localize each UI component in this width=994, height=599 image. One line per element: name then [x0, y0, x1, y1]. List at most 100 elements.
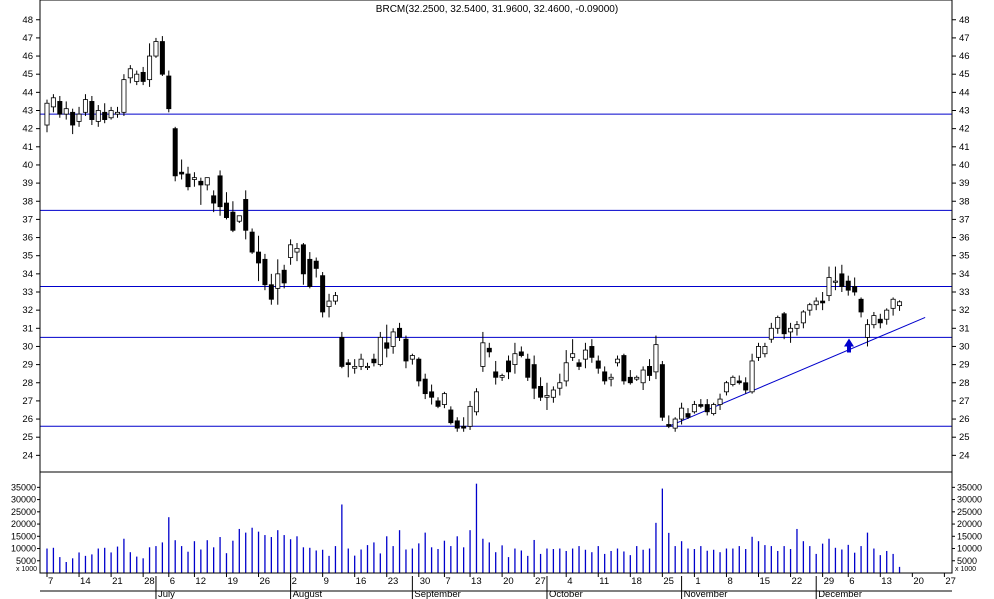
chart-frame: [39, 0, 953, 592]
price-tick-label: 36: [959, 233, 970, 244]
candle-body-down: [589, 346, 595, 358]
volume-tick-label: 10000: [957, 544, 982, 554]
candle-body-up: [653, 344, 659, 373]
candle-body-down: [647, 366, 653, 376]
candle-body-up: [640, 369, 646, 384]
day-tick-label: 26: [260, 576, 271, 587]
price-tick-label: 46: [22, 51, 33, 62]
candle-body-down: [627, 376, 633, 384]
candle-body-down: [89, 101, 95, 120]
volume-unit-label: x 1000: [16, 566, 37, 573]
candle-body-down: [743, 382, 749, 391]
day-tick-label: 13: [471, 576, 482, 587]
month-label: July: [158, 589, 175, 599]
volume-tick-label: 10000: [11, 544, 36, 554]
candle-body-down: [371, 358, 377, 364]
candle-body-down: [852, 286, 858, 293]
candle-body-up: [691, 404, 697, 413]
candle-body-up: [191, 177, 197, 180]
candle-body-up: [563, 362, 569, 382]
price-tick-label: 35: [22, 251, 33, 262]
day-tick-label: 9: [324, 576, 329, 587]
candle-body-down: [102, 111, 108, 120]
day-tick-label: 6: [170, 576, 175, 587]
candle-body-up: [813, 300, 819, 306]
candle-body-up: [679, 407, 685, 420]
price-tick-label: 27: [22, 396, 33, 407]
candle-body-down: [345, 362, 351, 366]
candle-body-up: [326, 300, 332, 307]
volume-tick-label: 20000: [957, 519, 982, 529]
candle-body-down: [429, 391, 435, 398]
price-tick-label: 25: [959, 432, 970, 443]
candle-body-up: [570, 353, 576, 358]
volume-panel-border: [39, 471, 953, 574]
price-tick-label: 39: [959, 178, 970, 189]
day-tick-label: 11: [599, 576, 609, 587]
price-tick-label: 30: [959, 341, 970, 352]
candle-body-up: [723, 382, 729, 393]
candle-body-down: [70, 111, 76, 126]
volume-tick-label: 5000: [957, 556, 977, 566]
candle-body-up: [672, 418, 678, 429]
price-tick-label: 32: [22, 305, 33, 316]
candle-body-down: [179, 171, 185, 175]
candle-body-down: [166, 75, 172, 110]
candle-body-down: [256, 251, 262, 264]
candle-body-up: [134, 73, 140, 82]
price-tick-label: 27: [959, 396, 970, 407]
volume-tick-label: 30000: [11, 495, 36, 505]
price-tick-label: 41: [959, 142, 970, 153]
candle-body-down: [518, 351, 524, 356]
candle-body-down: [576, 362, 582, 367]
price-tick-label: 24: [22, 450, 33, 461]
price-tick-label: 38: [959, 196, 970, 207]
candle-body-up: [441, 393, 447, 405]
price-tick-label: 47: [959, 33, 970, 44]
day-tick-label: 16: [356, 576, 367, 587]
candle-body-down: [422, 378, 428, 395]
candle-body-up: [275, 273, 281, 289]
day-tick-label: 27: [945, 576, 956, 587]
price-tick-label: 30: [22, 341, 33, 352]
candle-body-up: [121, 79, 127, 113]
candle-body-up: [82, 99, 88, 113]
volume-tick-label: 25000: [957, 507, 982, 517]
candle-body-down: [525, 358, 531, 378]
candle-body-down: [621, 355, 627, 382]
candle-body-up: [756, 346, 762, 358]
price-tick-label: 33: [22, 287, 33, 298]
candle-body-up: [711, 404, 717, 415]
day-tick-label: 8: [727, 576, 732, 587]
candle-body-down: [243, 199, 249, 231]
candle-body-down: [685, 413, 691, 418]
day-tick-label: 19: [227, 576, 238, 587]
candle-body-down: [839, 273, 845, 287]
candlestick-series: [44, 36, 903, 432]
candle-body-up: [127, 68, 133, 79]
candle-body-up: [768, 327, 774, 340]
month-label: August: [293, 589, 323, 599]
candle-body-down: [313, 260, 319, 269]
candle-body-down: [602, 371, 608, 382]
candle-body-up: [634, 376, 640, 380]
price-tick-label: 42: [959, 124, 970, 135]
candle-body-up: [358, 358, 364, 367]
month-label: October: [549, 589, 583, 599]
day-tick-label: 20: [503, 576, 514, 587]
candle-body-up: [50, 97, 56, 108]
day-tick-label: 4: [567, 576, 572, 587]
volume-tick-label: 35000: [957, 482, 982, 492]
candle-body-down: [454, 420, 460, 429]
candle-body-down: [140, 71, 146, 82]
candle-body-down: [877, 318, 883, 324]
candle-body-up: [614, 358, 620, 364]
candle-body-down: [538, 385, 544, 398]
candle-body-up: [332, 295, 338, 302]
price-tick-label: 24: [959, 450, 970, 461]
day-tick-label: 2: [292, 576, 297, 587]
candle-body-up: [832, 280, 838, 283]
candle-body-down: [416, 358, 422, 382]
price-tick-label: 39: [22, 178, 33, 189]
candle-body-up: [63, 108, 69, 115]
